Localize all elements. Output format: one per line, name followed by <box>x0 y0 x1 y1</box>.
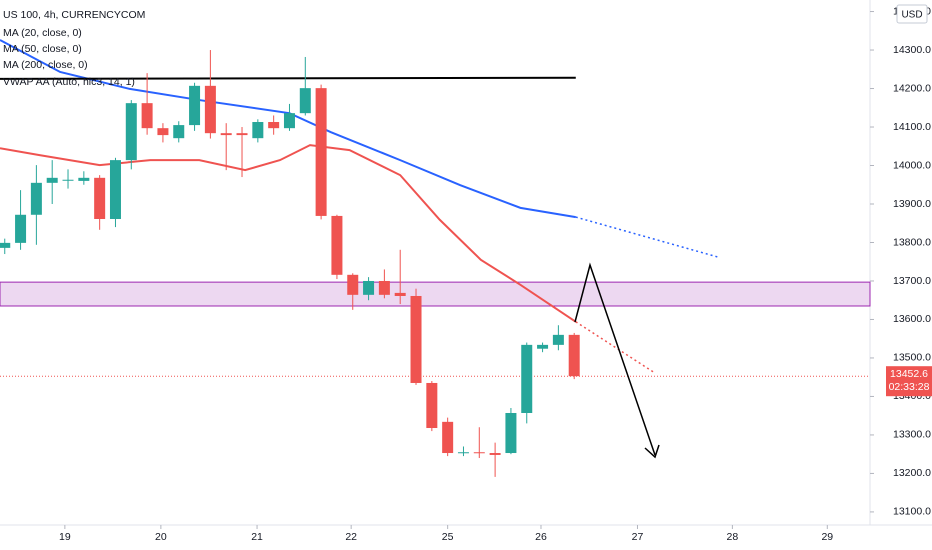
x-tick-label: 25 <box>442 531 454 543</box>
last-price-badge <box>886 366 932 397</box>
candle-body <box>109 160 121 220</box>
y-tick-label: 14000.0 <box>893 159 931 171</box>
candle-body <box>15 214 27 243</box>
candle-body <box>0 242 11 248</box>
candle-body <box>173 125 185 139</box>
candle-body <box>521 344 533 413</box>
x-tick-label: 21 <box>251 531 263 543</box>
y-tick-label: 13900.0 <box>893 198 931 210</box>
candle-body <box>94 177 106 220</box>
candle-body <box>410 295 422 383</box>
candle-body <box>552 334 564 345</box>
candle-body <box>62 179 74 181</box>
y-tick-label: 14200.0 <box>893 82 931 94</box>
candle-body <box>315 88 327 216</box>
candle-body <box>283 113 295 129</box>
legend-entry: MA (200, close, 0) <box>3 59 88 71</box>
candle-body <box>220 133 232 136</box>
currency-label: USD <box>901 10 922 21</box>
candle-body <box>157 128 169 136</box>
candle-body <box>489 453 501 455</box>
candle-body <box>426 382 438 429</box>
candle-body <box>457 452 469 454</box>
y-tick-label: 13200.0 <box>893 467 931 479</box>
candle-body <box>46 177 58 183</box>
x-tick-label: 29 <box>821 531 833 543</box>
candle-body <box>568 334 580 377</box>
indicator-line <box>0 76 576 80</box>
arrow-head <box>644 444 660 459</box>
y-tick-label: 13100.0 <box>893 506 931 518</box>
indicator-line <box>575 216 719 258</box>
y-tick-label: 13800.0 <box>893 236 931 248</box>
candle-body <box>378 280 390 295</box>
candle-body <box>125 103 137 161</box>
legend-entry: MA (50, close, 0) <box>3 43 82 55</box>
candle-body <box>394 292 406 296</box>
indicator-line <box>0 39 576 219</box>
candle-body <box>347 274 359 295</box>
candle-body <box>30 182 42 215</box>
candle-body <box>236 133 248 136</box>
zone <box>0 281 871 307</box>
y-tick-label: 13500.0 <box>893 352 931 364</box>
legend-entry: US 100, 4h, CURRENCYCOM <box>3 9 145 21</box>
x-tick-label: 26 <box>535 531 547 543</box>
candle-body <box>268 122 280 129</box>
candle-body <box>363 280 375 295</box>
currency-badge[interactable] <box>896 4 928 24</box>
candle-body <box>537 344 549 349</box>
indicator-line <box>575 321 656 374</box>
y-tick-label: 13600.0 <box>893 313 931 325</box>
candle-body <box>299 88 311 114</box>
candle-body <box>189 85 201 126</box>
y-tick-label: 13700.0 <box>893 275 931 287</box>
candle-body <box>141 103 153 129</box>
candle-body <box>505 412 517 454</box>
x-tick-label: 27 <box>632 531 644 543</box>
last-price-label: 13452.6 <box>890 368 928 380</box>
candle-body <box>204 85 216 134</box>
countdown: 02:33:28 <box>889 381 930 393</box>
legend-entry: VWAP AA (Auto, hlc3, 14, 1) <box>3 76 135 88</box>
y-tick-label: 14300.0 <box>893 44 931 56</box>
legend-entry: MA (20, close, 0) <box>3 27 82 39</box>
x-tick-label: 28 <box>727 531 739 543</box>
candle-body <box>331 215 343 275</box>
y-tick-label: 13300.0 <box>893 429 931 441</box>
arrow-drawing <box>574 262 656 456</box>
y-tick-label: 14100.0 <box>893 121 931 133</box>
candle-body <box>442 421 454 454</box>
indicator-line <box>0 144 577 323</box>
x-tick-label: 22 <box>345 531 357 543</box>
x-tick-label: 20 <box>155 531 167 543</box>
candle-body <box>78 177 90 181</box>
candle-body <box>252 122 264 139</box>
plot-area <box>0 39 871 477</box>
candle-body <box>473 452 485 454</box>
legend: US 100, 4h, CURRENCYCOM MA (20, close, 0)… <box>3 9 145 88</box>
x-tick-label: 19 <box>59 531 71 543</box>
